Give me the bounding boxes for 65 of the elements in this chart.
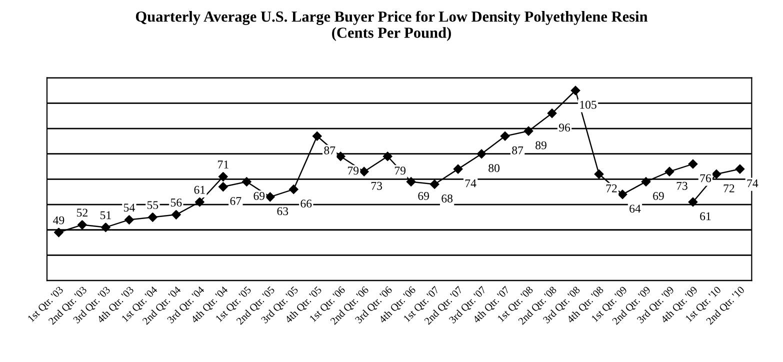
data-label: 68 — [442, 194, 453, 202]
point — [148, 212, 158, 222]
point — [735, 164, 745, 174]
data-label: 96 — [558, 124, 570, 132]
point — [641, 177, 651, 186]
point — [430, 180, 440, 189]
data-label: 73 — [371, 182, 382, 190]
point — [382, 152, 392, 162]
data-label: 61 — [194, 186, 205, 194]
point — [664, 166, 674, 176]
point — [688, 197, 698, 207]
point — [336, 152, 346, 162]
point — [78, 220, 87, 230]
data-label: 79 — [394, 166, 406, 175]
point — [54, 228, 64, 238]
data-label: 105 — [580, 100, 596, 109]
point — [500, 131, 510, 141]
point — [712, 170, 722, 179]
point — [406, 177, 416, 186]
data-label: 54 — [124, 204, 135, 212]
data-label: 87 — [512, 146, 524, 154]
point — [124, 215, 134, 224]
point — [547, 108, 557, 118]
point — [266, 192, 275, 202]
point — [476, 149, 486, 158]
data-label: 69 — [653, 192, 664, 200]
data-label: 72 — [606, 184, 617, 192]
data-label: 52 — [77, 208, 88, 217]
point — [594, 170, 604, 179]
data-label: 76 — [700, 174, 712, 182]
chart-title: Quarterly Average U.S. Large Buyer Price for Low Density Polyethylene Resin (Cents Per Pound) — [136, 10, 648, 41]
data-label: 74 — [465, 179, 476, 188]
point — [570, 86, 580, 96]
data-label: 61 — [700, 212, 711, 220]
point — [172, 210, 181, 220]
data-label: 71 — [218, 160, 228, 168]
data-label: 73 — [676, 182, 688, 190]
data-label: 87 — [324, 146, 336, 154]
data-label: 67 — [230, 197, 242, 206]
data-label: 80 — [488, 164, 500, 172]
point — [218, 182, 228, 192]
data-label: 56 — [170, 198, 182, 207]
point — [289, 184, 298, 194]
data-label: 79 — [348, 166, 359, 175]
point — [359, 166, 369, 176]
data-label: 49 — [53, 216, 64, 224]
data-label: 63 — [277, 207, 288, 216]
point — [218, 172, 228, 182]
data-label: 74 — [747, 179, 758, 188]
data-label: 51 — [100, 211, 111, 220]
data-label: 69 — [418, 192, 429, 200]
data-label: 66 — [300, 200, 312, 208]
data-label: 89 — [536, 141, 546, 150]
point — [453, 164, 463, 174]
point — [688, 159, 698, 169]
point — [312, 131, 322, 141]
data-label: 72 — [724, 184, 734, 192]
data-label: 64 — [630, 204, 641, 213]
data-label: 55 — [147, 201, 158, 210]
data-label: 69 — [254, 192, 265, 200]
point — [195, 197, 204, 207]
point — [524, 126, 534, 136]
point — [101, 222, 110, 232]
point — [242, 177, 252, 186]
point — [618, 190, 628, 200]
